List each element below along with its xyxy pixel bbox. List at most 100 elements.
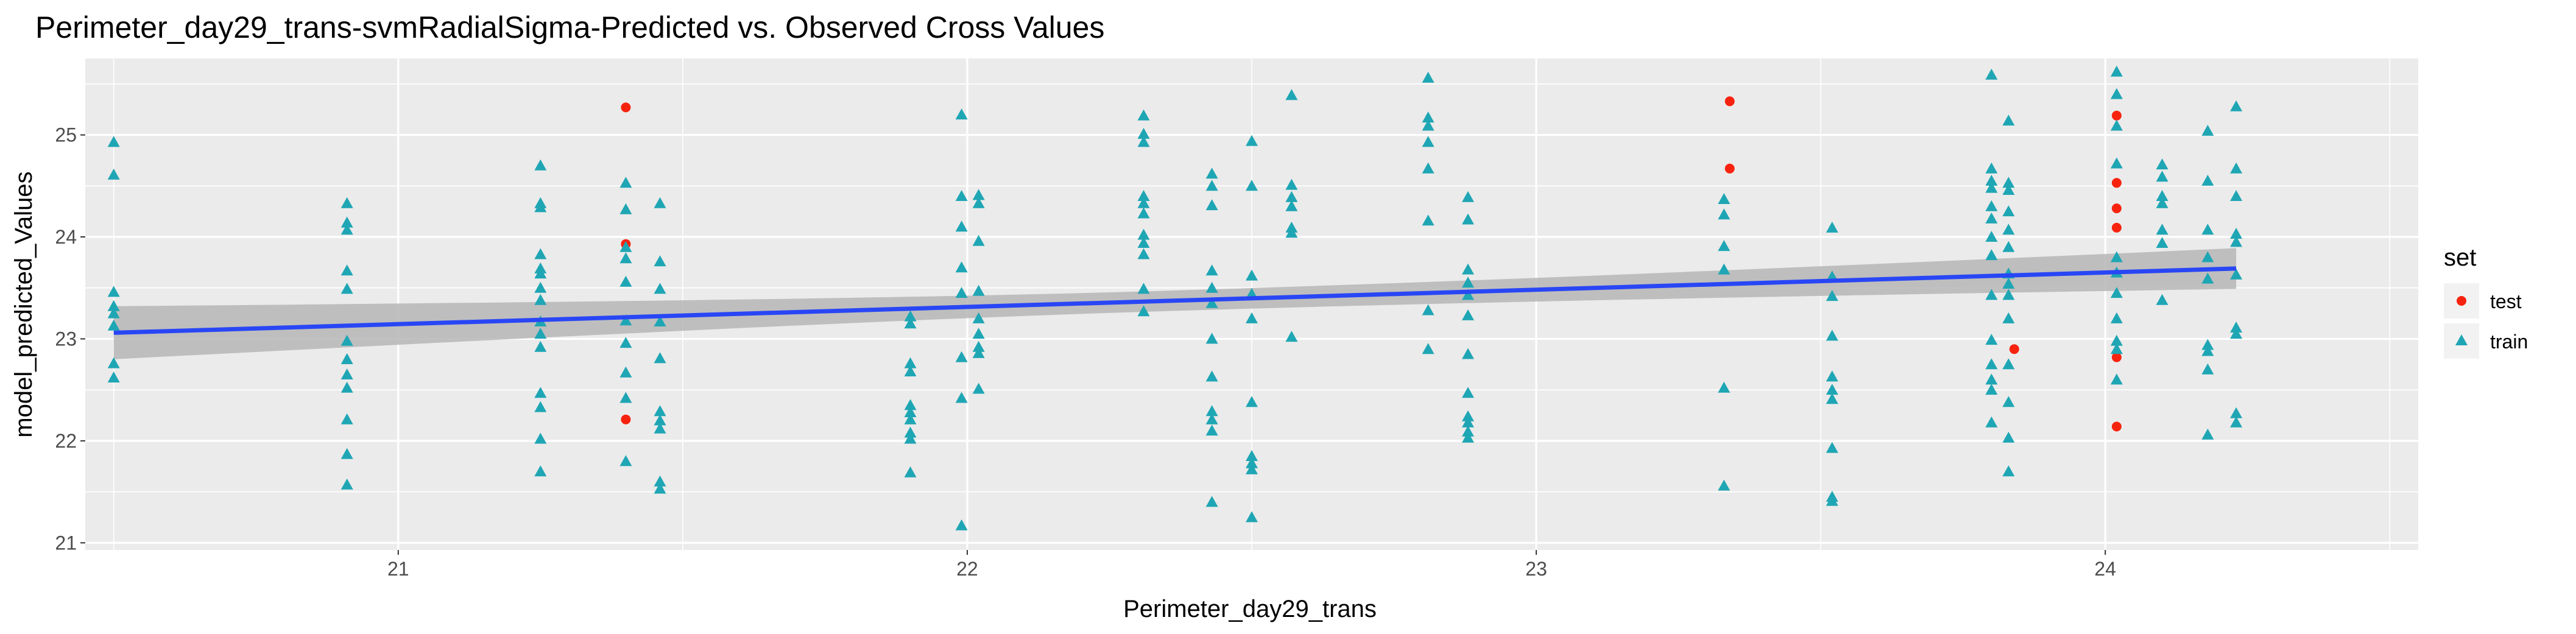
train-point xyxy=(1462,431,1474,443)
train-point xyxy=(2201,339,2214,350)
train-point xyxy=(341,224,353,235)
train-point xyxy=(1246,511,1258,523)
train-point xyxy=(2201,124,2214,136)
chart-title: Perimeter_day29_trans-svmRadialSigma-Pre… xyxy=(35,10,1104,44)
train-point xyxy=(1985,289,1998,300)
train-point xyxy=(2230,236,2243,247)
train-point xyxy=(1246,450,1258,461)
legend-title: set xyxy=(2444,244,2476,271)
train-point xyxy=(619,366,632,378)
train-point xyxy=(1826,495,1838,506)
train-point xyxy=(534,281,547,293)
train-point xyxy=(534,267,547,279)
train-point xyxy=(2110,251,2123,262)
train-point xyxy=(341,448,353,459)
train-point xyxy=(972,197,985,208)
train-point xyxy=(1462,309,1474,320)
train-point xyxy=(1462,410,1474,421)
train-point xyxy=(2002,312,2015,323)
train-point xyxy=(619,275,632,287)
train-point xyxy=(1462,276,1474,288)
train-point xyxy=(2201,174,2214,186)
train-point xyxy=(619,392,632,403)
train-point xyxy=(2230,268,2243,280)
y-tick-label: 24 xyxy=(55,226,77,248)
train-point xyxy=(619,314,632,326)
train-point xyxy=(654,352,666,364)
train-point xyxy=(2110,157,2123,169)
train-point xyxy=(2230,416,2243,428)
train-point xyxy=(1985,68,1998,80)
train-point xyxy=(619,252,632,264)
train-point xyxy=(2230,322,2243,333)
train-point xyxy=(2110,287,2123,298)
train-point xyxy=(972,347,985,358)
test-point xyxy=(1724,96,1735,107)
train-point xyxy=(534,248,547,259)
train-point xyxy=(654,315,666,326)
train-point xyxy=(341,264,353,276)
test-point xyxy=(2111,222,2122,233)
train-point xyxy=(1285,227,1298,238)
train-point xyxy=(2156,190,2168,201)
train-point xyxy=(1285,200,1298,211)
train-point xyxy=(1826,290,1838,301)
train-point xyxy=(534,465,547,477)
train-point xyxy=(1205,167,1218,179)
train-point xyxy=(2110,65,2123,77)
train-point xyxy=(2002,358,2015,370)
train-point xyxy=(654,255,666,267)
train-point xyxy=(2110,343,2123,354)
train-point xyxy=(1205,264,1218,276)
train-point xyxy=(972,234,985,246)
train-point xyxy=(2002,184,2015,195)
train-point xyxy=(107,286,120,297)
train-point xyxy=(1462,416,1474,428)
x-axis-label: Perimeter_day29_trans xyxy=(1123,596,1377,622)
train-point xyxy=(1985,181,1998,193)
train-point xyxy=(2110,334,2123,346)
train-point xyxy=(341,381,353,393)
train-point xyxy=(1985,212,1998,224)
train-point xyxy=(1718,263,1731,275)
train-point xyxy=(1205,297,1218,308)
y-tick-label: 25 xyxy=(55,124,77,146)
train-point xyxy=(955,220,968,232)
train-point xyxy=(654,405,666,417)
train-point xyxy=(1462,263,1474,275)
train-point xyxy=(1137,305,1150,317)
train-point xyxy=(1205,405,1218,417)
train-point xyxy=(1422,71,1434,83)
train-point xyxy=(1246,312,1258,323)
data-points xyxy=(107,65,2243,530)
train-point xyxy=(1137,190,1150,201)
train-point xyxy=(972,312,985,323)
train-point xyxy=(1285,331,1298,342)
x-tick-label: 22 xyxy=(956,558,978,580)
confidence-band xyxy=(113,248,2237,359)
train-point xyxy=(904,399,917,410)
train-point xyxy=(1826,393,1838,404)
test-point xyxy=(621,102,631,113)
x-tick-label: 24 xyxy=(2094,558,2116,580)
train-point xyxy=(534,201,547,213)
train-point xyxy=(1985,249,1998,261)
train-point xyxy=(1137,197,1150,208)
train-point xyxy=(904,426,917,438)
train-point xyxy=(955,519,968,530)
train-point xyxy=(2230,228,2243,239)
train-point xyxy=(2110,88,2123,99)
train-point xyxy=(341,413,353,424)
legend: set test train xyxy=(2444,244,2528,359)
test-point xyxy=(2111,421,2122,432)
train-point xyxy=(2002,289,2015,300)
train-point xyxy=(955,392,968,403)
test-point xyxy=(621,414,631,424)
train-point xyxy=(341,353,353,364)
train-point xyxy=(2156,294,2168,305)
train-point xyxy=(534,432,547,444)
train-point xyxy=(972,328,985,339)
train-point xyxy=(2156,171,2168,182)
train-point xyxy=(534,401,547,412)
